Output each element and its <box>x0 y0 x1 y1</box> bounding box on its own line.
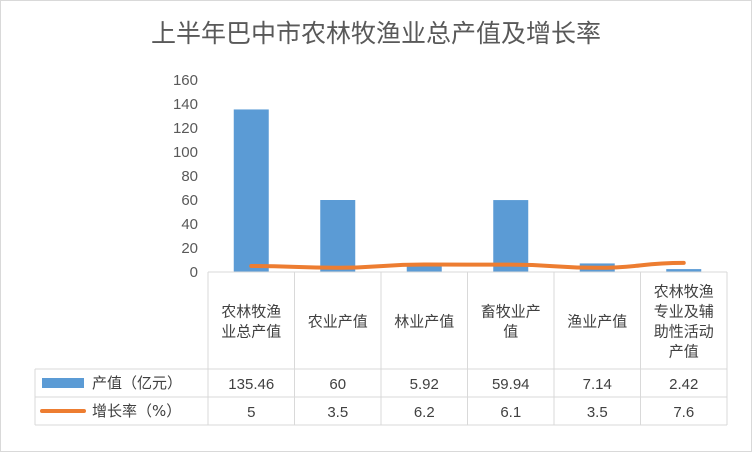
data-label: 2.42 <box>669 376 698 393</box>
category-label: 畜牧业产 <box>481 303 541 321</box>
y-tick-label: 20 <box>181 240 198 257</box>
bar <box>666 269 702 272</box>
chart-title: 上半年巴中市农林牧渔业总产值及增长率 <box>150 19 601 48</box>
y-tick-label: 140 <box>173 96 198 113</box>
data-label: 3.5 <box>327 404 348 421</box>
y-tick-label: 160 <box>173 72 198 89</box>
growth-rate-line <box>249 260 686 270</box>
bar <box>320 200 356 272</box>
data-label: 59.94 <box>492 376 530 393</box>
category-label: 渔业产值 <box>567 313 627 331</box>
y-tick-label: 120 <box>173 120 198 137</box>
data-label: 6.1 <box>500 404 521 421</box>
y-tick-label: 0 <box>190 264 198 281</box>
data-label: 5.92 <box>410 376 439 393</box>
y-tick-label: 80 <box>181 168 198 185</box>
bar <box>493 200 529 272</box>
category-label: 专业及辅 <box>654 303 714 321</box>
bar <box>233 109 269 272</box>
data-label: 6.2 <box>414 404 435 421</box>
data-label: 7.6 <box>673 404 694 421</box>
category-label: 助性活动 <box>654 323 714 341</box>
y-axis-ticks: 0 20 40 60 80 100 120 140 160 <box>173 72 198 281</box>
category-label: 农业产值 <box>308 313 368 331</box>
legend-swatch-bar <box>42 378 84 388</box>
y-tick-label: 40 <box>181 216 198 233</box>
data-label: 5 <box>247 404 255 421</box>
category-label: 产值 <box>669 343 699 361</box>
data-label: 3.5 <box>587 404 608 421</box>
legend-label: 产值（亿元） <box>92 374 182 392</box>
data-label: 135.46 <box>228 376 274 393</box>
legend-label: 增长率（%） <box>92 402 181 420</box>
data-label: 60 <box>329 376 346 393</box>
bar-series <box>233 109 702 272</box>
category-label: 值 <box>503 323 518 341</box>
category-label: 业总产值 <box>221 323 281 341</box>
bar <box>406 264 442 272</box>
y-tick-label: 60 <box>181 192 198 209</box>
data-label: 7.14 <box>583 376 612 393</box>
category-label: 农林牧渔 <box>654 283 714 301</box>
category-label: 农林牧渔 <box>221 303 281 321</box>
line-series <box>249 260 686 270</box>
category-label: 林业产值 <box>394 313 454 331</box>
y-tick-label: 100 <box>173 144 198 161</box>
